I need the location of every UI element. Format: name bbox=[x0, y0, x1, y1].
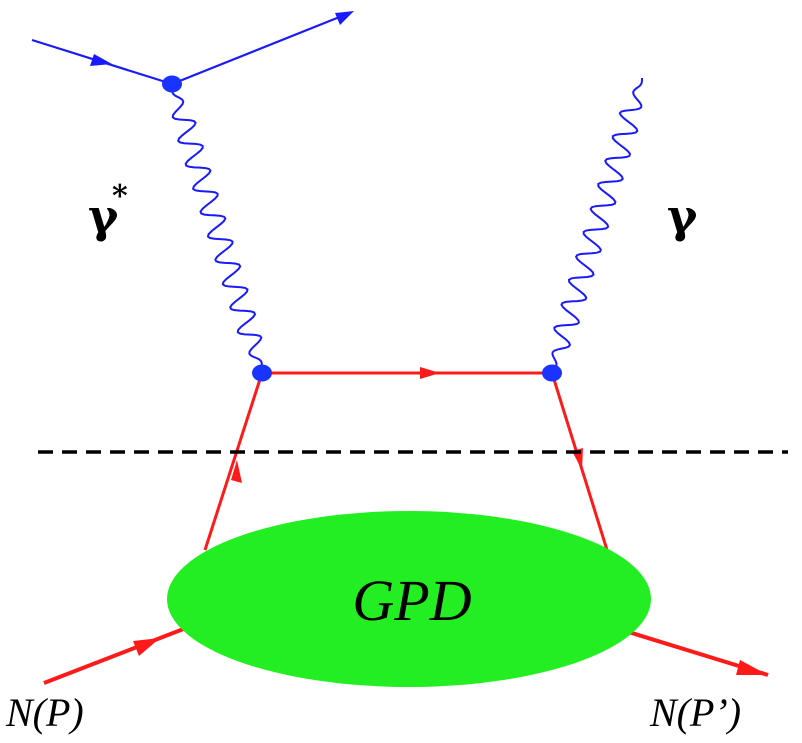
virtual-photon-wavy-line bbox=[171, 83, 263, 374]
outgoing-electron-line bbox=[171, 14, 343, 86]
virtual-photon-label: γ bbox=[88, 189, 119, 243]
lepton-vertex-dot-icon bbox=[162, 75, 182, 93]
outgoing-nucleon-arrowhead-icon bbox=[736, 660, 768, 675]
outgoing-electron-arrowhead-icon bbox=[335, 11, 354, 25]
incoming-electron-arrowhead-icon bbox=[90, 54, 112, 66]
incoming-nucleon-label: N(P) bbox=[5, 690, 84, 735]
gpd-blob bbox=[167, 511, 651, 687]
gpd-label: GPD bbox=[352, 568, 471, 633]
quark-line-left bbox=[203, 372, 264, 551]
left-quark-vertex-dot-icon bbox=[252, 364, 272, 382]
quark-top-arrowhead-icon bbox=[420, 367, 440, 379]
right-quark-vertex-dot-icon bbox=[542, 364, 562, 382]
real-photon-label: γ bbox=[667, 189, 698, 243]
incoming-nucleon-arrowhead-icon bbox=[133, 638, 160, 656]
virtual-photon-star-label: * bbox=[112, 179, 128, 214]
outgoing-nucleon-label: N(P’) bbox=[649, 690, 741, 735]
incoming-nucleon-line bbox=[43, 626, 187, 685]
quark-left-arrowhead-icon bbox=[231, 460, 242, 483]
real-photon-wavy-line bbox=[551, 77, 643, 374]
